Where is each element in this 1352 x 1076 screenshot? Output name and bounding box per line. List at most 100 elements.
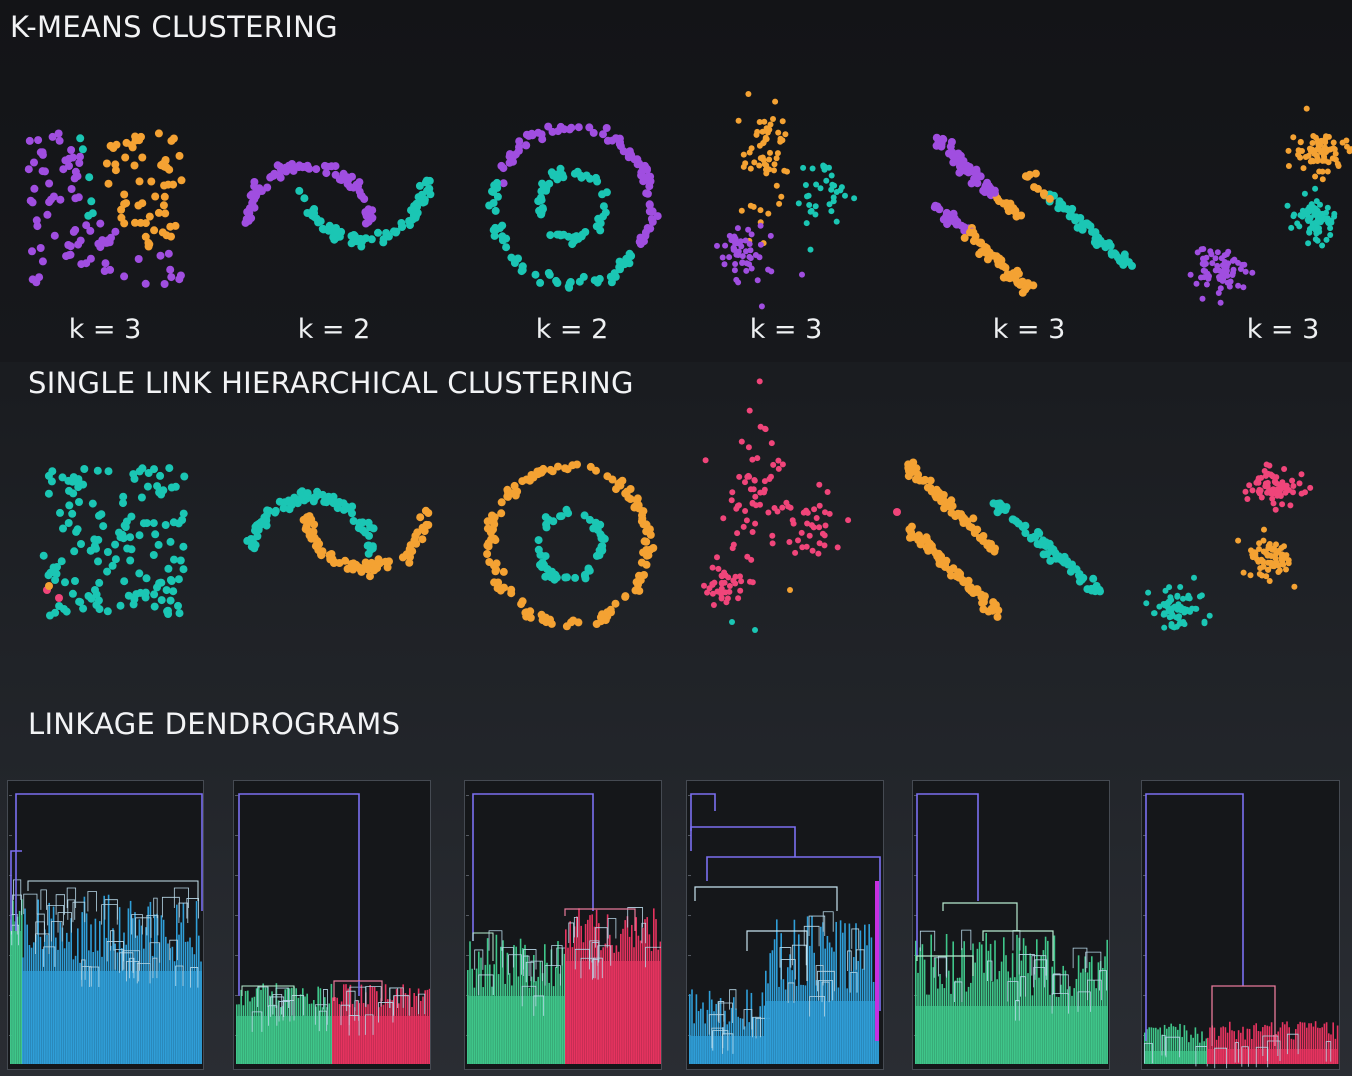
scatter-point bbox=[983, 246, 992, 255]
dendrogram-leaf bbox=[1196, 1033, 1199, 1064]
scatter-point bbox=[749, 529, 756, 535]
dendrogram-leaf bbox=[1003, 937, 1005, 1064]
scatter-point bbox=[318, 490, 327, 499]
scatter-point bbox=[1312, 236, 1319, 243]
scatter-point bbox=[714, 242, 720, 249]
dendrogram-leaf bbox=[917, 972, 919, 1064]
dendrogram-leaf bbox=[242, 1005, 245, 1064]
dendrogram-leaf bbox=[987, 950, 990, 1064]
dendrogram-leaf bbox=[422, 996, 424, 1064]
scatter-point bbox=[554, 462, 562, 471]
scatter-point bbox=[164, 249, 173, 258]
dendrogram-leaf bbox=[1009, 977, 1012, 1064]
dendrogram-leaf bbox=[280, 1007, 282, 1064]
dendrogram-link bbox=[818, 980, 834, 1001]
dendrogram-leaf bbox=[253, 996, 256, 1064]
scatter-point bbox=[30, 184, 39, 193]
dendrogram-leaf bbox=[291, 987, 293, 1064]
scatter-point bbox=[1223, 263, 1230, 270]
axis-tick bbox=[1143, 955, 1146, 956]
scatter-point bbox=[752, 493, 759, 500]
scatter-point bbox=[418, 190, 426, 199]
dendrogram-leaf bbox=[1233, 1031, 1235, 1064]
dendrogram-link bbox=[694, 886, 838, 911]
dendrogram-leaf bbox=[140, 925, 143, 1064]
scatter-point bbox=[150, 602, 159, 611]
dendrogram-leaf bbox=[413, 993, 415, 1064]
scatter-point bbox=[729, 489, 736, 496]
dendrogram-three-blobs bbox=[1141, 780, 1340, 1070]
scatter-point bbox=[1272, 479, 1279, 486]
dendrogram-leaf bbox=[167, 943, 169, 1064]
scatter-point bbox=[740, 523, 747, 530]
scatter-point bbox=[1076, 573, 1085, 582]
scatter-point bbox=[137, 493, 146, 502]
scatter-point bbox=[616, 263, 625, 272]
scatter-point bbox=[295, 186, 304, 195]
dendrogram-leaf bbox=[1093, 980, 1095, 1064]
dendrogram-leaf bbox=[795, 985, 798, 1064]
dendrogram-leaf bbox=[1144, 1032, 1146, 1064]
scatter-point bbox=[615, 134, 624, 143]
scatter-point bbox=[1034, 528, 1042, 536]
scatter-point bbox=[72, 527, 81, 536]
scatter-point bbox=[1260, 537, 1267, 544]
dendrogram-leaf bbox=[143, 948, 145, 1064]
dendrogram-leaf bbox=[569, 921, 571, 1064]
dendrogram-link bbox=[919, 930, 936, 952]
dendrogram-leaf bbox=[236, 1004, 238, 1064]
scatter-point bbox=[773, 155, 780, 162]
scatter-point bbox=[719, 254, 726, 261]
scatter-point bbox=[47, 477, 56, 486]
scatter-point bbox=[776, 200, 783, 207]
dendrogram-leaf bbox=[16, 916, 19, 1064]
scatter-point bbox=[86, 254, 95, 263]
scatter-point bbox=[744, 553, 751, 560]
dendrogram-leaf bbox=[189, 937, 191, 1064]
dendrogram-leaf bbox=[387, 999, 389, 1064]
dendrogram-leaf bbox=[833, 951, 835, 1064]
dendrogram-link bbox=[135, 917, 152, 938]
scatter-point bbox=[355, 523, 363, 532]
dendrogram-leaf bbox=[850, 971, 853, 1064]
scatter-point bbox=[326, 552, 335, 561]
dendrogram-leaf bbox=[700, 1008, 702, 1064]
scatter-point bbox=[737, 573, 743, 580]
scatter-point bbox=[527, 129, 536, 138]
scatter-point bbox=[732, 239, 739, 246]
scatter-point bbox=[518, 266, 527, 275]
dendrogram-leaf bbox=[1106, 939, 1108, 1064]
dendrogram-leaf bbox=[1328, 1033, 1330, 1064]
scatter-point bbox=[1240, 284, 1247, 291]
scatter-point bbox=[599, 130, 607, 139]
dendrogram-link bbox=[169, 939, 178, 961]
dendrogram-leaf bbox=[919, 947, 921, 1064]
scatter-point bbox=[973, 525, 982, 534]
scatter-point bbox=[1012, 212, 1021, 221]
dendrogram-leaf bbox=[776, 919, 778, 1064]
dendrogram-link bbox=[418, 993, 426, 1015]
scatter-point bbox=[1223, 251, 1230, 258]
scatter-point bbox=[553, 279, 562, 287]
scatter-point bbox=[156, 471, 165, 480]
scatter-point bbox=[102, 159, 111, 168]
scatter-point bbox=[1274, 486, 1281, 493]
scatter-point bbox=[837, 187, 844, 194]
scatter-point bbox=[59, 524, 67, 533]
kmeans-scatter-two-moons bbox=[241, 160, 435, 251]
scatter-point bbox=[747, 255, 754, 262]
scatter-point bbox=[254, 525, 263, 534]
single-link-scatter-scattered-clusters bbox=[701, 378, 852, 633]
scatter-point bbox=[778, 193, 785, 200]
scatter-point bbox=[1063, 205, 1072, 214]
dendrogram-leaf bbox=[974, 962, 976, 1064]
dendrogram-leaf bbox=[395, 989, 398, 1064]
dendrogram-link bbox=[1087, 979, 1102, 1001]
dendrogram-link bbox=[809, 996, 825, 1017]
dendrogram-link bbox=[323, 989, 328, 1010]
dendrogram-leaf bbox=[321, 1007, 324, 1064]
scatter-point bbox=[735, 117, 742, 124]
scatter-point bbox=[816, 540, 823, 547]
dendrogram-link bbox=[712, 1030, 729, 1051]
dendrogram-leaf bbox=[1268, 1026, 1271, 1064]
